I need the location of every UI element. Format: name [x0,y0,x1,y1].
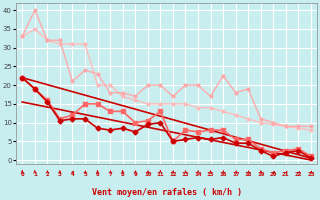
X-axis label: Vent moyen/en rafales ( km/h ): Vent moyen/en rafales ( km/h ) [92,188,242,197]
